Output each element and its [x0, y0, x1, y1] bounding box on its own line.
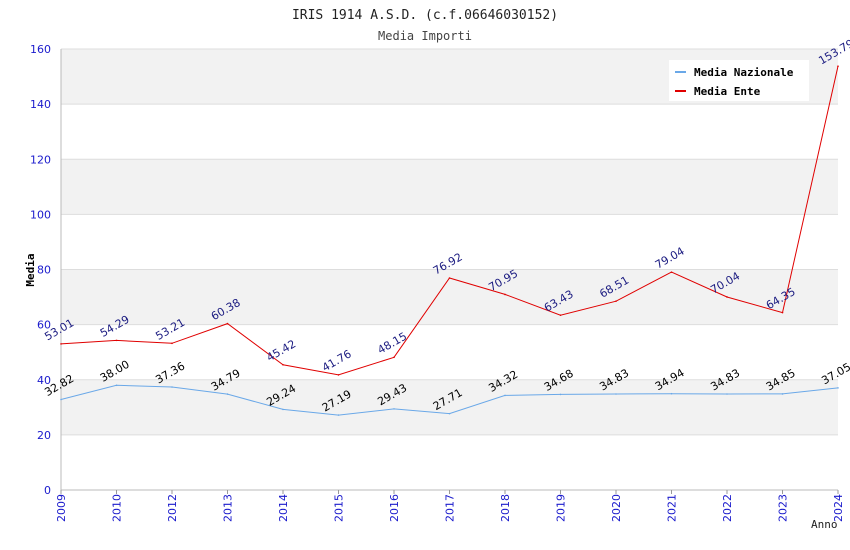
data-point — [670, 392, 673, 395]
data-point — [615, 393, 617, 395]
x-tick-label: 2015 — [333, 494, 346, 522]
data-label: 48.15 — [375, 330, 409, 357]
data-point — [726, 296, 728, 298]
data-point — [781, 393, 784, 395]
data-point — [837, 387, 839, 389]
data-point — [171, 342, 173, 345]
x-tick-label: 2016 — [388, 494, 401, 522]
y-tick-label: 140 — [30, 98, 51, 111]
data-point — [60, 398, 62, 401]
y-tick-label: 20 — [37, 429, 51, 442]
data-point — [282, 364, 284, 366]
data-point — [615, 300, 617, 302]
x-tick-label: 2019 — [555, 494, 568, 522]
x-tick-label: 2012 — [166, 494, 179, 522]
x-tick-label: 2021 — [666, 494, 679, 522]
data-point — [448, 277, 451, 279]
x-tick-label: 2024 — [832, 494, 845, 522]
legend-box — [669, 60, 809, 101]
x-tick-label: 2023 — [777, 494, 790, 522]
y-tick-label: 160 — [30, 43, 51, 56]
data-point — [559, 393, 562, 396]
data-point — [726, 393, 728, 395]
y-tick-label: 120 — [30, 153, 51, 166]
data-point — [559, 314, 562, 316]
plot-area: 0 20 40 60 80 100 120 140 160 2009 2010 2012 2013 201… — [30, 37, 850, 522]
x-axis-label: Anno — [811, 518, 838, 531]
data-point — [171, 386, 173, 388]
y-tick-label: 80 — [37, 264, 51, 277]
x-tick-label: 2022 — [721, 494, 734, 522]
data-point — [837, 65, 839, 67]
x-tick-label: 2010 — [111, 494, 124, 522]
x-tick-label: 2017 — [444, 494, 457, 522]
data-point — [226, 322, 229, 325]
x-tick-label: 2020 — [610, 494, 623, 522]
y-tick-label: 100 — [30, 208, 51, 221]
chart-title: IRIS 1914 A.S.D. (c.f.06646030152) — [292, 8, 558, 23]
data-point — [337, 374, 340, 376]
legend: Media Nazionale Media Ente — [669, 60, 809, 101]
data-point — [226, 393, 229, 395]
data-point — [504, 293, 506, 296]
data-point — [670, 271, 673, 273]
data-label: 45.42 — [264, 337, 298, 364]
legend-label: Media Ente — [694, 85, 761, 98]
grid-band — [61, 159, 838, 215]
y-tick-label: 60 — [37, 319, 51, 332]
data-point — [60, 343, 62, 345]
chart-subtitle: Media Importi — [378, 29, 472, 43]
legend-label: Media Nazionale — [694, 66, 794, 79]
data-point — [393, 356, 395, 359]
x-tick-label: 2018 — [499, 494, 512, 522]
y-tick-label: 40 — [37, 374, 51, 387]
data-point — [393, 408, 395, 410]
data-point — [337, 414, 340, 416]
x-tick-label: 2014 — [277, 494, 290, 522]
data-point — [781, 311, 784, 314]
data-point — [115, 384, 118, 387]
data-label: 41.76 — [320, 347, 354, 374]
data-label: 79.04 — [653, 245, 687, 272]
data-point — [115, 339, 118, 342]
data-point — [282, 408, 284, 411]
y-axis-label: Media — [24, 253, 37, 286]
data-point — [448, 412, 451, 415]
x-tick-label: 2013 — [222, 494, 235, 522]
y-tick-label: 0 — [44, 484, 51, 497]
x-tick-label: 2009 — [55, 494, 68, 522]
data-point — [504, 394, 506, 397]
